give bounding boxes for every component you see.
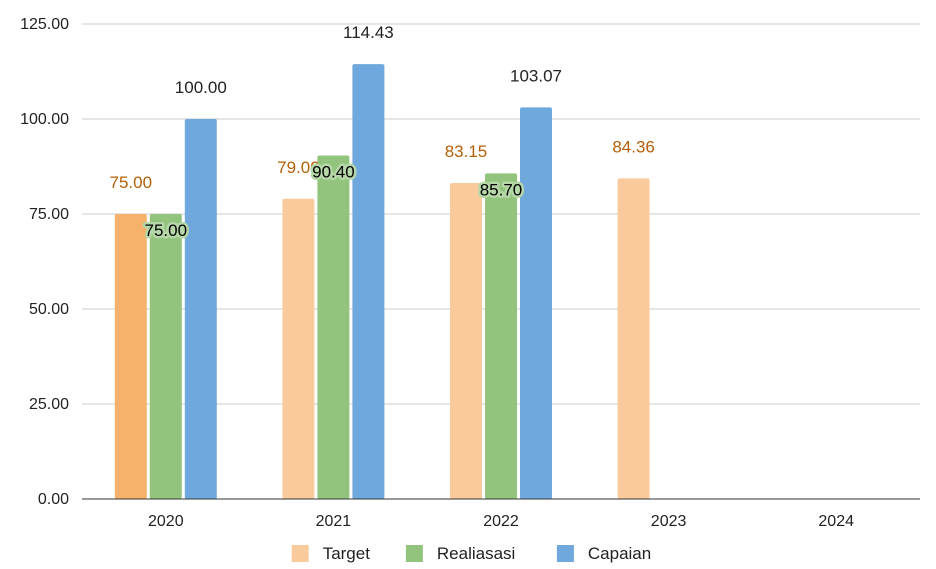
legend-swatch bbox=[291, 545, 309, 562]
legend-label: Capaian bbox=[588, 544, 651, 563]
bar-realiasasi-2022 bbox=[485, 173, 517, 499]
x-axis-ticks: 2020 2021 2022 2023 2024 bbox=[148, 513, 854, 530]
data-label-realiasasi: 85.70 bbox=[480, 180, 523, 199]
data-label-realiasasi: 75.00 bbox=[145, 221, 188, 240]
legend: Target Realiasasi Capaian bbox=[291, 544, 651, 563]
x-tick-label: 2021 bbox=[316, 513, 352, 530]
y-tick-label: 25.00 bbox=[29, 396, 69, 413]
bar-capaian-2022 bbox=[520, 107, 552, 500]
x-tick-label: 2024 bbox=[818, 513, 854, 530]
data-label-realiasasi: 90.40 bbox=[312, 162, 355, 181]
bar-target-2022 bbox=[450, 183, 482, 499]
legend-item-realiasasi[interactable]: Realiasasi bbox=[405, 544, 515, 563]
y-tick-label: 100.00 bbox=[20, 111, 69, 128]
y-tick-label: 125.00 bbox=[20, 16, 69, 33]
data-label-target: 83.15 bbox=[445, 142, 488, 161]
data-label-capaian: 103.07 bbox=[510, 66, 562, 85]
legend-swatch bbox=[556, 545, 574, 562]
data-label-target: 84.36 bbox=[612, 137, 655, 156]
x-tick-label: 2020 bbox=[148, 513, 184, 530]
legend-label: Target bbox=[323, 544, 371, 563]
bar-target-2023 bbox=[617, 178, 650, 499]
legend-item-capaian[interactable]: Capaian bbox=[556, 544, 651, 563]
data-label-target: 79.00 bbox=[277, 158, 320, 177]
data-label-capaian: 100.00 bbox=[175, 78, 227, 97]
bar-target-2020 bbox=[114, 214, 147, 499]
bar-realiasasi-2020 bbox=[149, 214, 182, 499]
y-tick-label: 75.00 bbox=[29, 206, 69, 223]
y-axis-ticks: 0.00 25.00 50.00 75.00 100.00 125.00 bbox=[20, 16, 69, 508]
bars bbox=[114, 64, 650, 500]
x-tick-label: 2023 bbox=[651, 513, 687, 530]
data-label-capaian: 114.43 bbox=[343, 23, 394, 42]
bar-capaian-2020 bbox=[184, 119, 217, 499]
legend-label: Realiasasi bbox=[437, 544, 515, 563]
bar-realiasasi-2021 bbox=[317, 155, 350, 500]
bar-capaian-2021 bbox=[352, 64, 385, 499]
y-tick-label: 0.00 bbox=[38, 491, 69, 508]
y-tick-label: 50.00 bbox=[29, 301, 69, 318]
data-label-target: 75.00 bbox=[110, 173, 153, 192]
legend-swatch bbox=[405, 545, 423, 562]
bar-target-2021 bbox=[282, 198, 315, 500]
legend-item-target[interactable]: Target bbox=[291, 544, 371, 563]
x-tick-label: 2022 bbox=[483, 513, 519, 530]
